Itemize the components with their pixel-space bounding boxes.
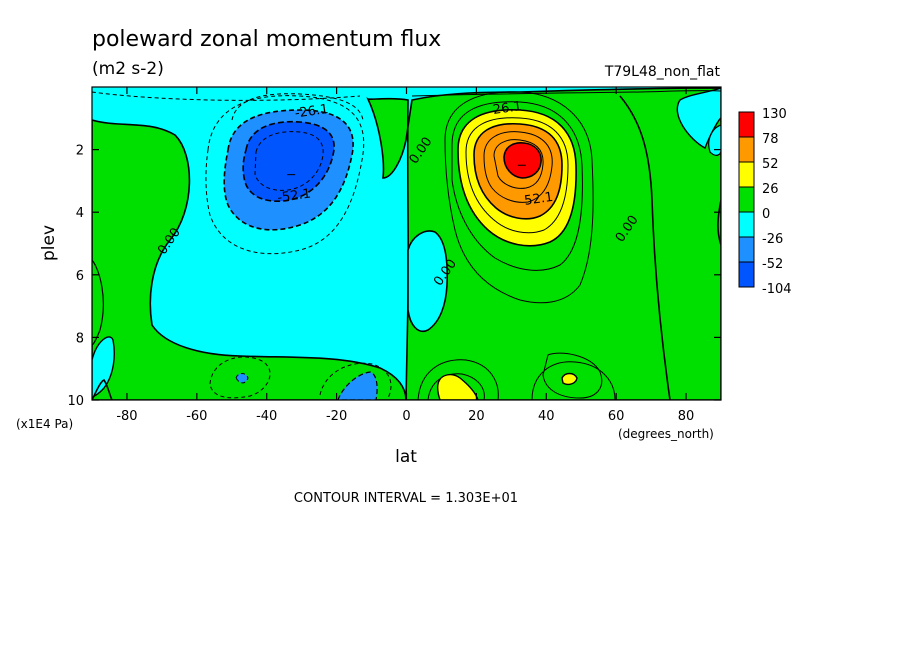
- field-positive-outer-ring: [444, 91, 594, 304]
- y-axis-label: plev: [39, 225, 59, 261]
- field-negative-bubble-s: [319, 362, 392, 399]
- field-negative-top-band: [92, 91, 361, 101]
- y-tick-label: 8: [76, 331, 84, 346]
- contour-label: -26.1: [294, 102, 329, 122]
- field-negative-core-inner-2: [254, 131, 324, 191]
- field-positive-bubble-n2: [427, 373, 485, 400]
- legend-label: -104: [762, 282, 792, 297]
- run-label: T79L48_non_flat: [604, 64, 721, 80]
- color-legend: 130 78 52 26 0 -26 -52 -104: [738, 107, 792, 297]
- y-tick-label: 10: [67, 394, 84, 409]
- legend-label: -52: [762, 257, 783, 272]
- field-negative-outer-ring-2: [231, 93, 364, 121]
- legend-label: -26: [762, 232, 783, 247]
- chart-title: poleward zonal momentum flux: [92, 27, 441, 52]
- y-tick-label: 2: [76, 144, 84, 159]
- legend-swatch: [738, 186, 755, 213]
- field-positive-upper-band: [411, 90, 721, 97]
- y-tick-label: 4: [76, 206, 84, 221]
- field-negative-bubble-sw-core: [235, 373, 249, 384]
- legend-label: 0: [762, 207, 770, 222]
- field-positive-ring-5: [493, 139, 544, 189]
- legend-label: 52: [762, 157, 779, 172]
- legend-swatch: [738, 136, 755, 163]
- field-positive-red: [503, 142, 542, 179]
- field-positive-ring-3: [465, 117, 569, 234]
- plot-area: -26.1-52.126.152.10.000.000.000.00: [92, 87, 721, 400]
- x-tick-label: 80: [678, 409, 695, 424]
- x-tick-label: 20: [468, 409, 485, 424]
- x-tick-label: -20: [326, 409, 347, 424]
- field-positive-ring-4: [483, 131, 553, 203]
- x-tick-label: -40: [256, 409, 277, 424]
- y-tick-label: 6: [76, 269, 84, 284]
- field-negative-bubble-eq: [407, 230, 449, 332]
- zero-contour-north: [619, 95, 671, 400]
- x-tick-label: 60: [608, 409, 625, 424]
- field-positive-yellow-small-1: [436, 373, 479, 400]
- field-negative-core-inner: [242, 120, 335, 202]
- field-negative-bubble-sw: [209, 356, 271, 399]
- contour-label: -52.1: [276, 186, 311, 206]
- feature-marks: [287, 164, 526, 176]
- contour-interval-text: CONTOUR INTERVAL = 1.303E+01: [294, 491, 518, 506]
- units-label: (m2 s-2): [92, 59, 164, 79]
- field-negative-outer-ring: [205, 95, 365, 255]
- x-tick-label: 40: [538, 409, 555, 424]
- field-negative-ne-corner: [676, 87, 721, 149]
- legend-label: 130: [762, 107, 787, 122]
- legend-swatch: [738, 111, 755, 138]
- legend-swatch: [738, 236, 755, 263]
- zero-contour-south: [92, 378, 113, 400]
- legend-swatch: [738, 211, 755, 238]
- legend-label: 26: [762, 182, 779, 197]
- contour-label: 26.1: [492, 99, 523, 118]
- x-tick-label: -80: [116, 409, 137, 424]
- x-tick-label: -60: [186, 409, 207, 424]
- field-positive-ring-r2: [531, 361, 616, 400]
- x-units-label: (degrees_north): [618, 427, 714, 441]
- field-negative-bubble-s-core: [337, 371, 378, 400]
- legend-swatch: [738, 161, 755, 188]
- field-positive-left-band: [92, 119, 407, 400]
- y-units-label: (x1E4 Pa): [16, 417, 73, 431]
- field-positive-nw-edge: [92, 259, 104, 346]
- field-positive-yellow-small-2: [561, 372, 578, 386]
- legend-swatch: [738, 261, 755, 288]
- legend-label: 78: [762, 132, 779, 147]
- zero-contour-right: [717, 199, 721, 246]
- field-positive-ring-2: [451, 101, 583, 271]
- x-axis-label: lat: [395, 447, 417, 467]
- field-negative-lower-edge: [92, 336, 115, 399]
- field-positive-bubble-n: [417, 359, 499, 400]
- x-tick-label: 0: [402, 409, 410, 424]
- field-positive-ring-r: [542, 352, 603, 399]
- x-axis-ticks: -80 -60 -40 -20 0 20 40 60 80: [116, 87, 694, 424]
- y-axis-ticks: 2 4 6 8 10: [67, 144, 721, 409]
- contour-label: 52.1: [523, 190, 554, 209]
